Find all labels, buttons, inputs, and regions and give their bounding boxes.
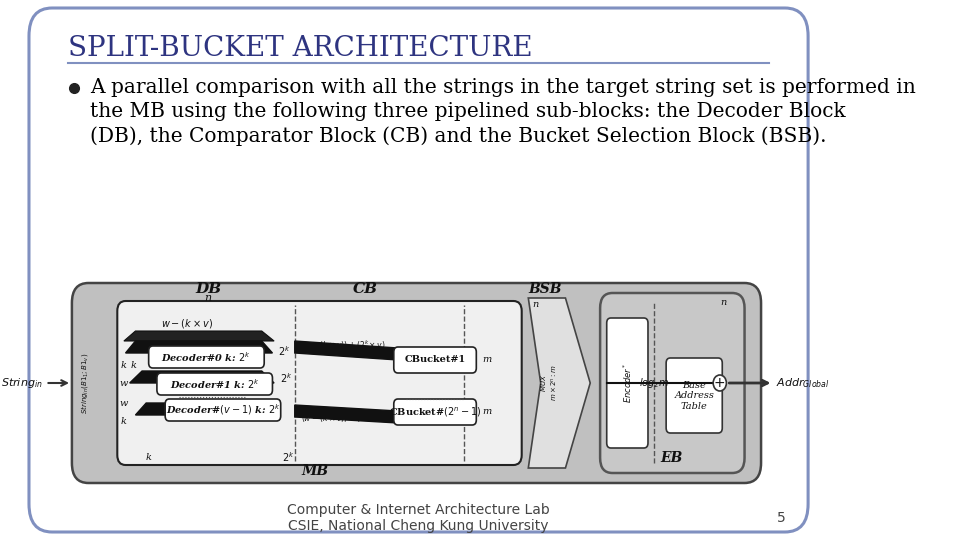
Polygon shape [124, 331, 275, 341]
Text: A parallel comparison with all the strings in the target string set is performed: A parallel comparison with all the strin… [90, 78, 916, 97]
FancyBboxPatch shape [156, 373, 273, 395]
Text: DB: DB [195, 282, 221, 296]
FancyBboxPatch shape [72, 283, 761, 483]
Polygon shape [130, 371, 275, 383]
FancyBboxPatch shape [165, 399, 280, 421]
Text: Decoder#1 k: $2^k$: Decoder#1 k: $2^k$ [170, 377, 260, 391]
Text: CBucket#$(2^n-1)$: CBucket#$(2^n-1)$ [389, 406, 481, 419]
Text: CBucket#1: CBucket#1 [404, 355, 466, 364]
Text: Decoder#$(v-1)$ k: $2^k$: Decoder#$(v-1)$ k: $2^k$ [165, 403, 280, 417]
Text: +: + [714, 376, 726, 390]
Text: $(w+(k\times v))+(2^k\times v)$: $(w+(k\times v))+(2^k\times v)$ [300, 338, 385, 352]
Text: $Encoder^*$: $Encoder^*$ [621, 363, 634, 403]
Text: $String_{in}$: $String_{in}$ [1, 376, 43, 390]
Text: $Addr_{Global}$: $Addr_{Global}$ [776, 376, 829, 390]
FancyBboxPatch shape [117, 301, 521, 465]
Text: n: n [721, 298, 727, 307]
Polygon shape [295, 341, 397, 360]
FancyBboxPatch shape [29, 8, 808, 532]
Text: n: n [204, 293, 211, 303]
Text: k: k [121, 416, 127, 426]
Text: k: k [146, 453, 152, 462]
Text: (DB), the Comparator Block (CB) and the Bucket Selection Block (BSB).: (DB), the Comparator Block (CB) and the … [90, 126, 827, 146]
Text: m: m [482, 355, 492, 364]
Text: k: k [131, 361, 136, 369]
Text: n: n [533, 300, 539, 309]
FancyBboxPatch shape [149, 346, 264, 368]
Text: CB: CB [352, 282, 377, 296]
Text: 5: 5 [778, 511, 786, 525]
Text: w: w [120, 379, 128, 388]
Text: $2^k$: $2^k$ [280, 371, 292, 385]
Text: k: k [121, 361, 127, 369]
Text: Computer & Internet Architecture Lab
CSIE, National Cheng Kung University: Computer & Internet Architecture Lab CSI… [287, 503, 550, 533]
FancyBboxPatch shape [607, 318, 648, 448]
Circle shape [713, 375, 727, 391]
Text: $MUX$
$m\times 2^n: m$: $MUX$ $m\times 2^n: m$ [539, 364, 560, 401]
FancyBboxPatch shape [394, 347, 476, 373]
Text: BSB: BSB [528, 282, 562, 296]
Text: $w-(k\times v)$: $w-(k\times v)$ [161, 316, 213, 329]
Text: $log_2 m$: $log_2 m$ [639, 376, 670, 390]
Text: Decoder#0 k: $2^k$: Decoder#0 k: $2^k$ [161, 350, 252, 364]
Text: Base
Address
Table: Base Address Table [674, 381, 714, 411]
Text: MB: MB [301, 464, 329, 478]
Text: $String_{in}(B1_1;B1_v)$: $String_{in}(B1_1;B1_v)$ [79, 353, 90, 414]
Polygon shape [528, 298, 590, 468]
Text: SPLIT-BUCKET ARCHITECTURE: SPLIT-BUCKET ARCHITECTURE [68, 35, 533, 62]
Polygon shape [126, 341, 273, 353]
Text: the MB using the following three pipelined sub-blocks: the Decoder Block: the MB using the following three pipelin… [90, 102, 846, 121]
Text: $2^k$: $2^k$ [282, 450, 295, 464]
FancyBboxPatch shape [600, 293, 745, 473]
Polygon shape [295, 405, 397, 423]
FancyBboxPatch shape [394, 399, 476, 425]
Text: EB: EB [660, 451, 684, 465]
FancyBboxPatch shape [666, 358, 722, 433]
Polygon shape [135, 403, 276, 415]
Text: m: m [482, 408, 492, 416]
Text: w: w [120, 399, 128, 408]
Text: $(w-(k\times v))+(2^k\times v)$: $(w-(k\times v))+(2^k\times v)$ [300, 411, 385, 424]
Text: $2^k$: $2^k$ [278, 344, 291, 358]
